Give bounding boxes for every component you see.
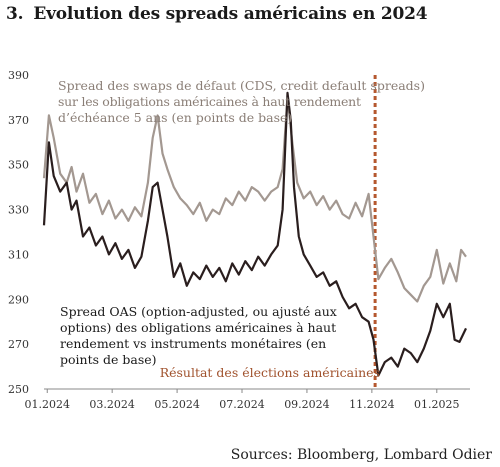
x-axis-ticks: 01.2024 03.2024 05.2024 07.2024 09.2024 11.20… — [24, 389, 460, 411]
x-tick-label: 03.2024 — [89, 398, 135, 411]
chart-source: Sources: Bloomberg, Lombard Odier — [230, 447, 492, 463]
cds-annotation-line-3: d’échéance 5 ans (en points de base) — [58, 110, 292, 125]
x-tick-label: 11.2024 — [349, 398, 395, 411]
x-tick-label: 05.2024 — [154, 398, 200, 411]
oas-annotation-line-2: options) des obligations américaines à h… — [60, 320, 336, 335]
cds-annotation-line-1: Spread des swaps de défaut (CDS, credit … — [58, 78, 425, 93]
cds-series-line — [42, 96, 467, 303]
oas-annotation-line-4: points de base) — [60, 352, 157, 367]
x-tick-label: 01.2024 — [24, 398, 70, 411]
x-tick-label: 01.2025 — [414, 398, 460, 411]
oas-annotation-line-1: Spread OAS (option-adjusted, ou ajusté a… — [60, 304, 337, 319]
y-tick-label: 390 — [8, 69, 29, 82]
y-tick-label: 290 — [8, 293, 29, 306]
chart-title: 3. Evolution des spreads américains en 20… — [6, 4, 428, 24]
chart-title-text: Evolution des spreads américains en 2024 — [33, 4, 428, 24]
x-tick-label: 07.2024 — [219, 398, 265, 411]
chart-number: 3. — [6, 4, 24, 24]
y-tick-label: 370 — [8, 114, 29, 127]
y-tick-label: 310 — [8, 248, 29, 261]
y-axis-ticks: 250 270 290 310 330 350 370 390 — [8, 69, 29, 396]
y-tick-label: 270 — [8, 338, 29, 351]
y-tick-label: 350 — [8, 159, 29, 172]
y-tick-label: 250 — [8, 383, 29, 396]
oas-annotation-line-3: rendement vs instruments monétaires (en — [60, 336, 326, 351]
cds-annotation-line-2: sur les obligations américaines à haut r… — [58, 94, 361, 109]
election-annotation: Résultat des élections américaines — [160, 365, 380, 380]
y-tick-label: 330 — [8, 204, 29, 217]
oas-series-line — [42, 91, 467, 377]
x-tick-label: 09.2024 — [284, 398, 330, 411]
